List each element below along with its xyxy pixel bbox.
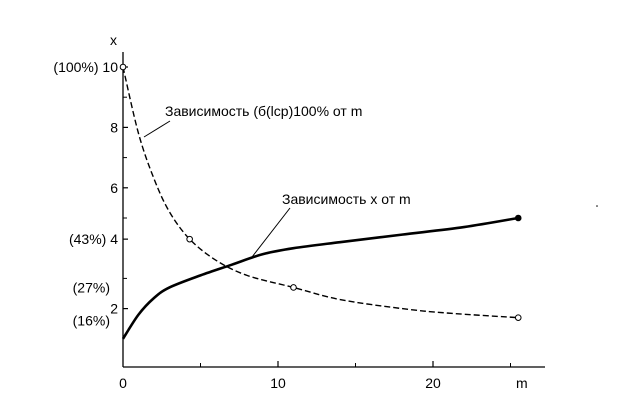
x-tick-label: 10 bbox=[270, 375, 286, 391]
y-percent-label: (16%) bbox=[73, 313, 110, 329]
y-tick-label: 8 bbox=[110, 119, 118, 135]
axes: m x bbox=[110, 32, 545, 391]
data-point bbox=[514, 214, 522, 222]
data-point bbox=[186, 235, 193, 243]
annotation-x-leader bbox=[251, 207, 291, 258]
x-tick-label: 0 bbox=[119, 375, 127, 391]
annotation-sigma-leader bbox=[143, 120, 171, 138]
data-point bbox=[514, 314, 522, 321]
y-axis-label: x bbox=[110, 32, 117, 48]
y-percent-label: (27%) bbox=[73, 279, 110, 295]
series-layer bbox=[119, 63, 598, 340]
y-tick-label: (100%) 10 bbox=[53, 59, 118, 75]
annotations: Зависимость (б(lср)100% от m Зависимость… bbox=[143, 103, 411, 258]
x-axis-label: m bbox=[516, 375, 528, 391]
annotation-sigma-curve: Зависимость (б(lср)100% от m bbox=[165, 103, 362, 119]
data-point bbox=[119, 63, 127, 71]
series-line-1 bbox=[121, 216, 519, 340]
ticks: 0 10 20 (100%) 10 8 6 (43%) 4 2(27%) (16%) bbox=[53, 59, 511, 391]
y-tick-label: 2 bbox=[110, 301, 118, 317]
y-tick-label: 6 bbox=[110, 180, 118, 196]
stray-dot bbox=[596, 205, 598, 207]
series-line-0 bbox=[122, 66, 519, 319]
data-point bbox=[290, 284, 297, 291]
x-tick-label: 20 bbox=[425, 375, 441, 391]
annotation-x-curve: Зависимость х от m bbox=[282, 191, 411, 207]
y-tick-label: (43%) 4 bbox=[69, 231, 118, 247]
